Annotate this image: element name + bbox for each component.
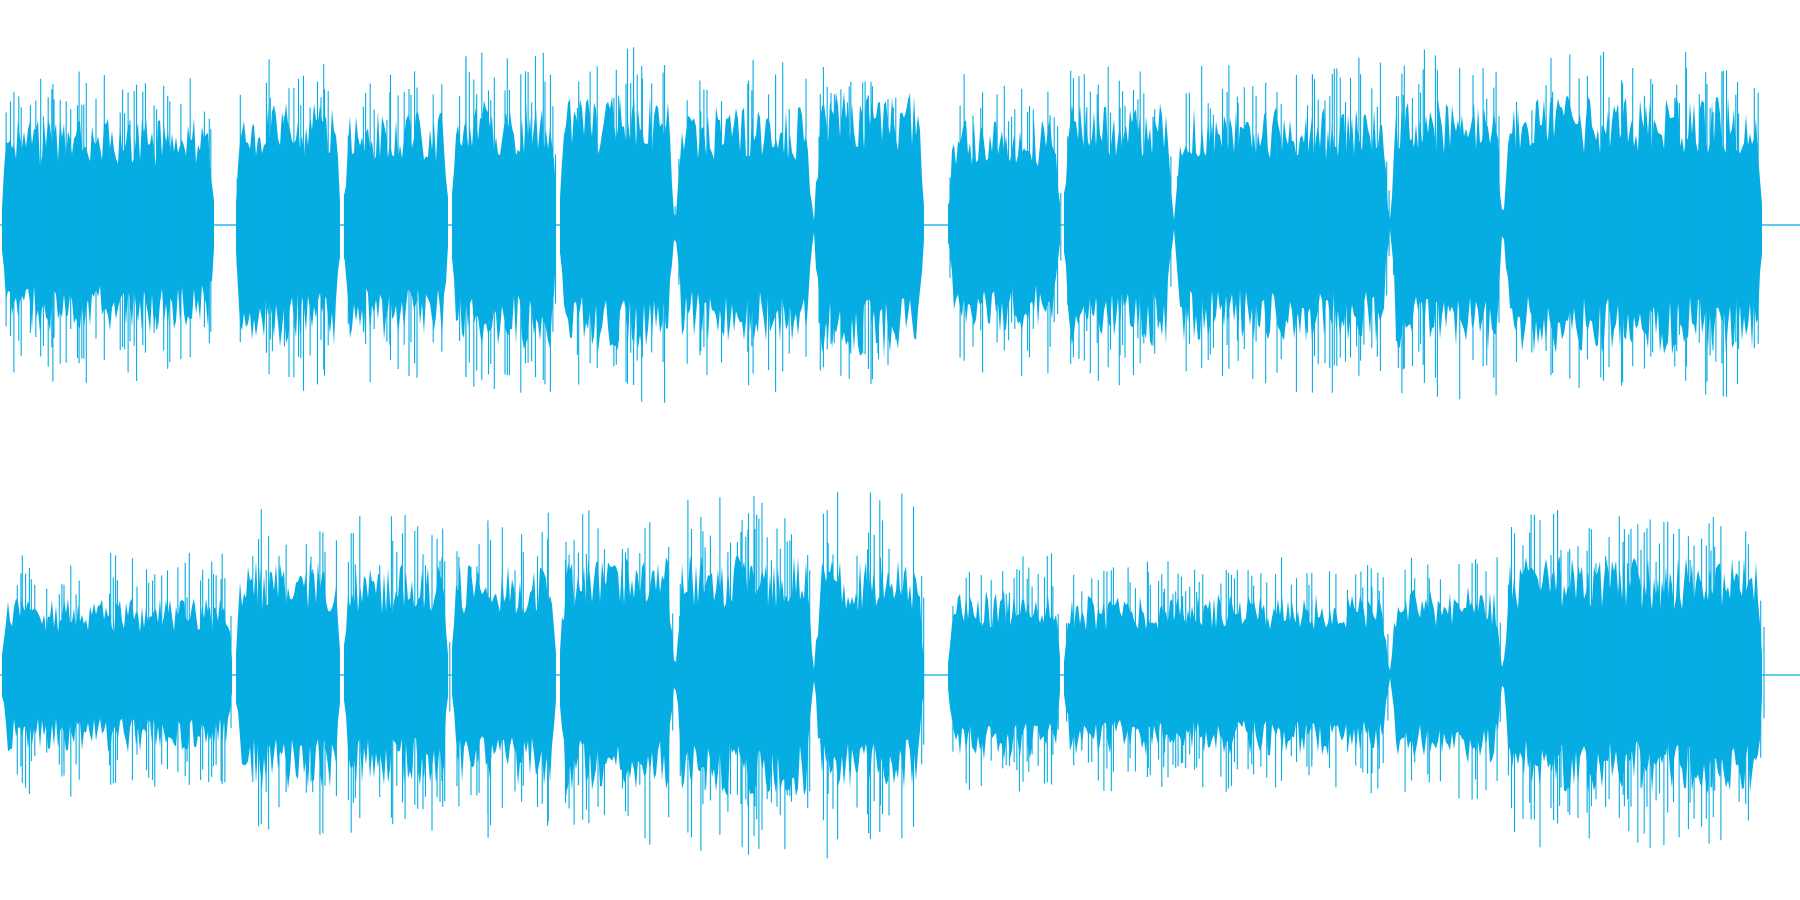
waveform-body [1064,95,1762,355]
waveform-body [560,92,924,359]
waveform-body [344,564,448,786]
waveform-body [2,118,214,333]
waveform-body [236,560,340,790]
waveform-body [236,103,340,347]
waveform-body [1064,557,1762,794]
waveform-body [948,590,1060,760]
waveform-body [452,100,556,350]
channel-right-waveform [0,492,1800,859]
channel-left-waveform [0,47,1800,403]
waveform-body [344,110,448,340]
waveform-body [452,565,556,786]
